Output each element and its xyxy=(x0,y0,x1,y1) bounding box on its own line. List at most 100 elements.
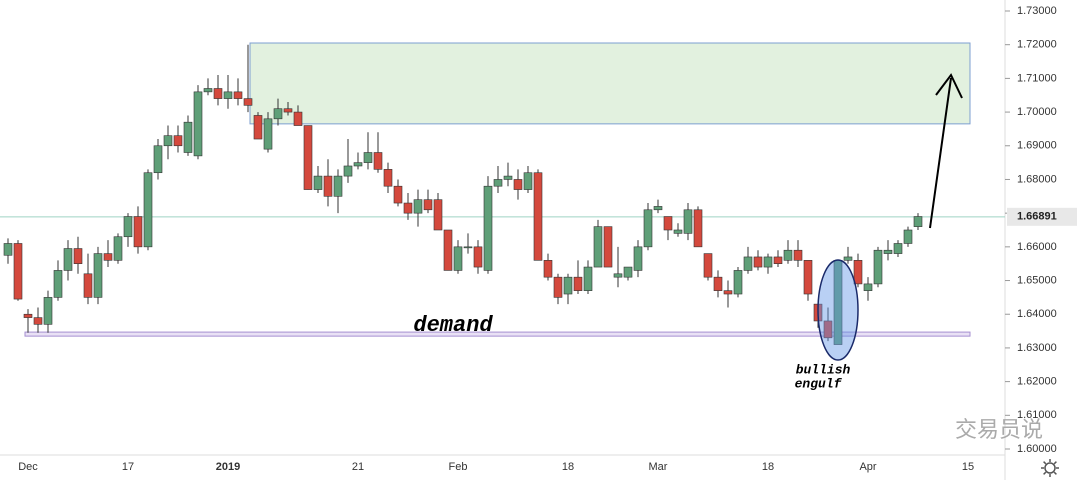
x-tick-label: Apr xyxy=(859,461,876,473)
candle-body xyxy=(603,226,613,268)
candle-body xyxy=(153,145,163,174)
candle-body xyxy=(193,91,203,157)
candle-body xyxy=(533,172,543,261)
candle-body xyxy=(373,152,383,170)
y-tick-label: 1.63000 xyxy=(1017,342,1057,354)
demand-zone xyxy=(24,331,971,337)
candle-body xyxy=(113,236,123,261)
x-tick-label: 2019 xyxy=(216,461,240,473)
arrow xyxy=(929,73,963,229)
candle-body xyxy=(23,313,33,318)
candle-body xyxy=(593,226,603,268)
candle-body xyxy=(563,276,573,295)
candle-body xyxy=(543,260,553,278)
candle-body xyxy=(3,243,13,256)
candle-body xyxy=(123,216,133,238)
highlight-ellipse xyxy=(817,259,859,361)
x-tick-label: Dec xyxy=(18,461,38,473)
candle-body xyxy=(703,253,713,278)
candle-body xyxy=(623,266,633,278)
candle-body xyxy=(633,246,643,271)
x-tick-label: Mar xyxy=(649,461,668,473)
candle-body xyxy=(643,209,653,248)
candle-body xyxy=(263,118,273,150)
candle-body xyxy=(853,260,863,285)
candle-body xyxy=(33,317,43,325)
candle-body xyxy=(713,276,723,291)
candle-body xyxy=(13,243,23,300)
candle-body xyxy=(863,283,873,291)
candle-body xyxy=(73,248,83,264)
candle-body xyxy=(493,179,503,187)
candle-body xyxy=(473,246,483,268)
candle-body xyxy=(443,229,453,271)
candle-body xyxy=(183,121,193,153)
last-price-box xyxy=(1007,207,1077,226)
candle-body xyxy=(653,206,663,211)
candle-body xyxy=(763,256,773,268)
x-tick-label: 18 xyxy=(562,461,574,473)
candle-body xyxy=(403,202,413,214)
y-tick-label: 1.71000 xyxy=(1017,72,1057,84)
y-tick-label: 1.69000 xyxy=(1017,140,1057,152)
candle-body xyxy=(343,165,353,177)
candle-body xyxy=(673,229,683,234)
candle-body xyxy=(743,256,753,271)
candle-body xyxy=(83,273,93,298)
candle-body xyxy=(413,199,423,214)
y-tick-label: 1.70000 xyxy=(1017,106,1057,118)
candle-body xyxy=(383,169,393,187)
candle-body xyxy=(313,175,323,190)
x-tick-label: 17 xyxy=(122,461,134,473)
candle-body xyxy=(573,276,583,291)
candle-body xyxy=(513,179,523,190)
candle-body xyxy=(293,111,303,126)
candle-body xyxy=(103,253,113,261)
candle-body xyxy=(583,266,593,291)
y-tick-label: 1.66000 xyxy=(1017,241,1057,253)
y-tick-label: 1.60000 xyxy=(1017,443,1057,455)
candle-body xyxy=(803,260,813,295)
settings-icon[interactable] xyxy=(1041,459,1059,477)
candle-body xyxy=(823,320,833,339)
candle-body xyxy=(893,243,903,254)
x-tick-label: 18 xyxy=(762,461,774,473)
candle-body xyxy=(903,229,913,244)
x-tick-label: Feb xyxy=(449,461,468,473)
engulf-label: engulf xyxy=(795,376,843,391)
candle-body xyxy=(213,88,223,99)
candle-body xyxy=(683,209,693,234)
candle-body xyxy=(773,256,783,264)
supply-zone xyxy=(249,42,971,125)
engulf-label: bullish xyxy=(796,362,851,377)
candle-body xyxy=(223,91,233,99)
candle-body xyxy=(723,290,733,295)
y-tick-label: 1.62000 xyxy=(1017,376,1057,388)
y-tick-label: 1.72000 xyxy=(1017,39,1057,51)
candle-body xyxy=(53,270,63,298)
candle-body xyxy=(233,91,243,99)
candle-body xyxy=(243,98,253,106)
candle-body xyxy=(753,256,763,268)
last-price-label: 1.66891 xyxy=(1017,211,1057,223)
candle-body xyxy=(203,88,213,93)
demand-label: demand xyxy=(413,313,493,338)
candle-body xyxy=(133,216,143,248)
y-tick-label: 1.61000 xyxy=(1017,409,1057,421)
candle-body xyxy=(433,199,443,231)
candle-body xyxy=(323,175,333,197)
candle-body xyxy=(613,273,623,278)
candle-body xyxy=(873,249,883,285)
candle-body xyxy=(453,246,463,271)
candle-body xyxy=(63,248,73,271)
candle-body xyxy=(793,249,803,261)
candle-body xyxy=(43,297,53,325)
candle-body xyxy=(663,216,673,231)
candle-body xyxy=(353,162,363,167)
candle-body xyxy=(173,135,183,147)
candle-body xyxy=(733,270,743,295)
candle-body xyxy=(393,185,403,204)
x-tick-label: 21 xyxy=(352,461,364,473)
